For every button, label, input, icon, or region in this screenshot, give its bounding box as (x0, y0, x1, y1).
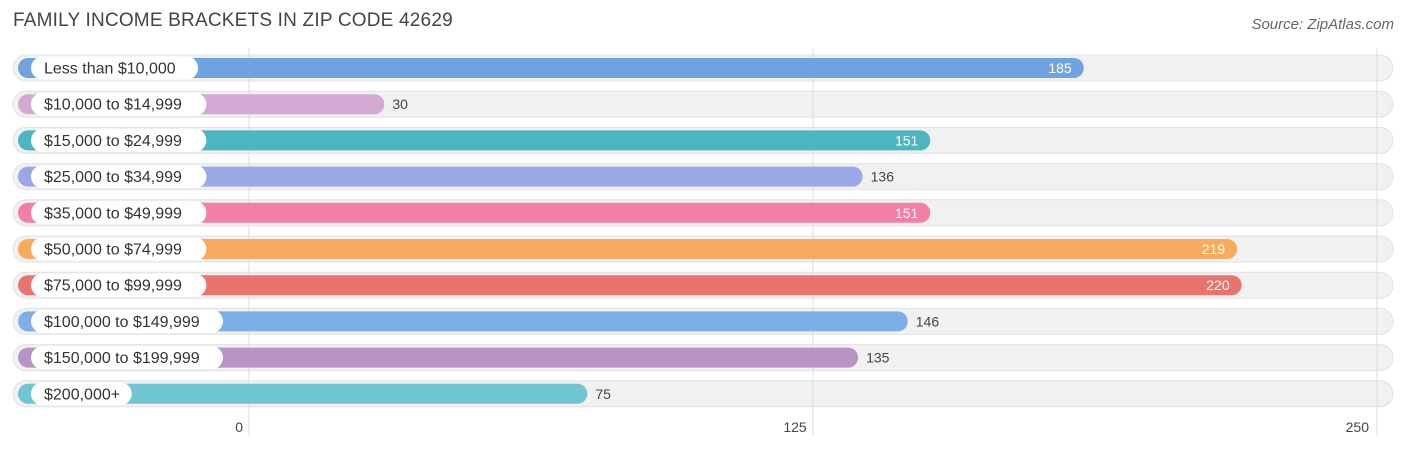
category-label-pill (31, 273, 207, 297)
value-label: 151 (895, 205, 919, 221)
value-label: 219 (1202, 241, 1226, 257)
category-label-pill (31, 309, 223, 333)
value-label: 75 (595, 386, 611, 402)
value-label: 30 (392, 96, 408, 112)
category-label: $150,000 to $199,999 (44, 350, 200, 367)
value-label: 135 (866, 350, 890, 366)
category-label-pill (31, 165, 207, 189)
category-label: Less than $10,000 (44, 61, 176, 78)
value-label: 146 (916, 313, 940, 329)
category-label-pill (31, 382, 132, 406)
bar (18, 383, 588, 404)
bar (18, 311, 908, 332)
category-label: $25,000 to $34,999 (44, 169, 182, 186)
category-label-pill (31, 92, 207, 116)
chart-title: FAMILY INCOME BRACKETS IN ZIP CODE 42629 (13, 10, 453, 31)
category-label: $10,000 to $14,999 (44, 97, 182, 114)
bar (18, 275, 1242, 296)
bar (18, 58, 1084, 78)
x-tick-label: 125 (783, 419, 807, 435)
category-label: $200,000+ (44, 386, 120, 403)
value-label: 185 (1048, 60, 1072, 76)
bar (18, 130, 931, 151)
category-label: $15,000 to $24,999 (44, 133, 182, 150)
category-label-pill (31, 237, 207, 261)
value-label: 220 (1206, 277, 1230, 293)
category-label: $50,000 to $74,999 (44, 242, 182, 259)
category-label: $100,000 to $149,999 (44, 314, 200, 331)
x-tick-label: 250 (1346, 419, 1370, 435)
category-label-pill (31, 128, 207, 152)
category-label: $35,000 to $49,999 (44, 205, 182, 222)
category-label-pill (31, 346, 223, 370)
category-label: $75,000 to $99,999 (44, 278, 182, 295)
x-tick-label: 0 (235, 419, 243, 435)
value-label: 151 (895, 132, 919, 148)
bar (18, 166, 863, 187)
value-label: 136 (871, 169, 895, 185)
bar (18, 239, 1238, 259)
source-label: Source: ZipAtlas.com (1251, 16, 1394, 33)
category-label-pill (31, 56, 199, 80)
bar (18, 202, 931, 223)
bar (18, 347, 859, 368)
category-label-pill (31, 201, 207, 225)
